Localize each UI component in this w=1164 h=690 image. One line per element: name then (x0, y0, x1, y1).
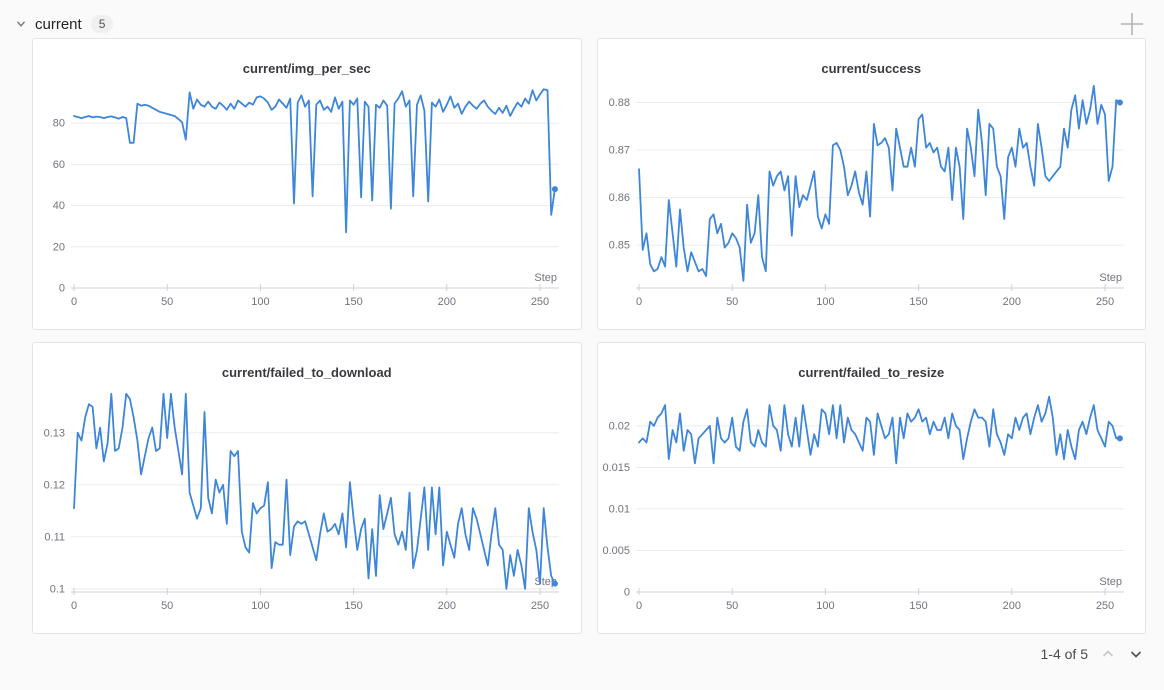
panel-grid: current/img_per_sec 0 20 40 60 80 0 50 100 150 20… (32, 38, 1146, 634)
svg-text:100: 100 (251, 600, 269, 612)
svg-text:40: 40 (53, 200, 65, 212)
line-chart[interactable]: 0 0.005 0.01 0.015 0.02 0 50 100 150 200 250 Step (598, 383, 1146, 633)
pagination-next-button[interactable] (1128, 646, 1144, 662)
chart-panel-failed-to-resize[interactable]: current/failed_to_resize 0 0.005 0.01 0.015… (596, 342, 1146, 634)
svg-text:50: 50 (726, 296, 738, 308)
chart-panel-img-per-sec[interactable]: current/img_per_sec 0 20 40 60 80 0 50 100 150 20… (32, 38, 582, 330)
section-header: current 5 (0, 0, 1164, 38)
svg-text:0: 0 (71, 296, 77, 308)
svg-text:0: 0 (59, 283, 65, 295)
add-panel-button[interactable] (1118, 10, 1146, 38)
svg-text:50: 50 (161, 296, 173, 308)
svg-text:100: 100 (816, 600, 834, 612)
chart-title: current/img_per_sec (242, 61, 371, 76)
svg-text:0.12: 0.12 (44, 479, 65, 491)
chevron-up-icon (1102, 650, 1114, 657)
svg-text:200: 200 (438, 600, 456, 612)
svg-text:50: 50 (161, 600, 173, 612)
svg-text:150: 150 (909, 296, 927, 308)
svg-text:150: 150 (344, 600, 362, 612)
svg-text:250: 250 (531, 296, 549, 308)
svg-text:0.87: 0.87 (608, 145, 629, 157)
svg-text:0.01: 0.01 (608, 503, 629, 515)
svg-text:80: 80 (53, 118, 65, 130)
svg-text:0.1: 0.1 (50, 583, 65, 595)
svg-text:250: 250 (531, 600, 549, 612)
svg-text:60: 60 (53, 159, 65, 171)
svg-text:0.86: 0.86 (608, 192, 629, 204)
chart-title: current/failed_to_download (221, 365, 392, 380)
svg-text:200: 200 (438, 296, 456, 308)
svg-text:0.85: 0.85 (608, 240, 629, 252)
section-title[interactable]: current (35, 15, 82, 33)
svg-text:200: 200 (1002, 296, 1020, 308)
chart-panel-failed-to-download[interactable]: current/failed_to_download 0.1 0.11 0.12 0.… (32, 342, 582, 634)
svg-text:200: 200 (1002, 600, 1020, 612)
svg-text:0: 0 (635, 600, 641, 612)
svg-text:0: 0 (71, 600, 77, 612)
pagination: 1-4 of 5 (0, 634, 1164, 662)
chart-title: current/failed_to_resize (798, 365, 945, 380)
chart-title: current/success (821, 61, 922, 76)
svg-text:0.015: 0.015 (602, 462, 630, 474)
svg-text:250: 250 (1095, 600, 1113, 612)
svg-text:0: 0 (635, 296, 641, 308)
chart-panel-success[interactable]: current/success 0.85 0.86 0.87 0.88 0 50 100 15… (596, 38, 1146, 330)
section-collapse-chevron-icon[interactable] (14, 17, 28, 31)
svg-text:150: 150 (344, 296, 362, 308)
svg-text:0: 0 (623, 587, 629, 599)
svg-text:Step: Step (534, 272, 557, 284)
svg-text:100: 100 (816, 296, 834, 308)
svg-text:150: 150 (909, 600, 927, 612)
line-chart[interactable]: 0 20 40 60 80 0 50 100 150 200 250 Step (33, 79, 581, 329)
svg-text:0.88: 0.88 (608, 97, 629, 109)
line-chart[interactable]: 0.85 0.86 0.87 0.88 0 50 100 150 200 250 Step (598, 79, 1146, 329)
svg-text:0.02: 0.02 (608, 420, 629, 432)
svg-text:20: 20 (53, 241, 65, 253)
svg-text:100: 100 (251, 296, 269, 308)
svg-text:0.005: 0.005 (602, 545, 630, 557)
pagination-label: 1-4 of 5 (1040, 646, 1088, 662)
chevron-down-icon (1130, 651, 1142, 658)
panel-count-badge: 5 (90, 15, 114, 33)
svg-text:0.13: 0.13 (44, 427, 65, 439)
svg-text:Step: Step (1099, 576, 1122, 588)
svg-text:250: 250 (1095, 296, 1113, 308)
svg-text:Step: Step (1099, 272, 1122, 284)
svg-text:50: 50 (726, 600, 738, 612)
svg-text:0.11: 0.11 (44, 531, 65, 543)
plus-icon (1121, 13, 1143, 35)
pagination-prev-button[interactable] (1100, 646, 1116, 662)
